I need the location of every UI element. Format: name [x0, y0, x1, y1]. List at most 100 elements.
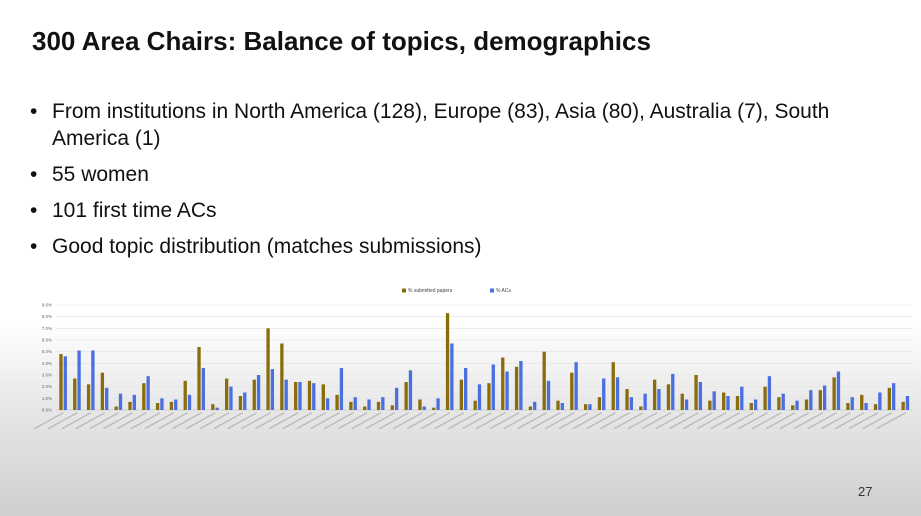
- bar: [887, 387, 892, 410]
- bar: [394, 387, 399, 410]
- bullet-topic-distribution: Good topic distribution (matches submiss…: [30, 233, 890, 260]
- bar: [818, 390, 822, 410]
- bar: [597, 397, 602, 410]
- category-label-blur: [379, 412, 409, 430]
- bar: [105, 387, 109, 410]
- category-label-blur: [696, 412, 727, 430]
- category-label-blur: [186, 412, 216, 430]
- bar: [767, 376, 772, 410]
- category-label-blur: [600, 412, 630, 430]
- bar: [657, 389, 661, 410]
- bar: [615, 377, 620, 410]
- legend-swatch: [402, 288, 406, 293]
- bar: [781, 393, 785, 410]
- bar: [588, 404, 592, 410]
- category-label-blur: [517, 412, 547, 430]
- bar: [501, 357, 505, 410]
- category-label-blur: [48, 412, 78, 430]
- category-label-blur: [476, 412, 506, 430]
- bar: [298, 382, 302, 410]
- bar: [528, 406, 533, 410]
- bar: [128, 401, 132, 410]
- category-label-blur: [545, 412, 575, 430]
- bar: [639, 406, 643, 410]
- category-label-blur: [586, 412, 616, 430]
- bar: [556, 400, 560, 410]
- bar: [864, 403, 868, 410]
- bar: [404, 382, 408, 410]
- bar: [873, 404, 878, 410]
- category-label-blur: [351, 412, 382, 430]
- bar: [229, 386, 233, 410]
- bar: [294, 382, 298, 410]
- y-tick-label: 8.0%: [42, 314, 52, 319]
- bar: [487, 383, 491, 410]
- bar: [574, 362, 578, 410]
- category-label-blur: [531, 412, 561, 430]
- bar: [418, 399, 422, 410]
- bar: [432, 407, 436, 410]
- bar: [381, 397, 385, 410]
- bar: [142, 383, 146, 410]
- page-number: 27: [858, 484, 873, 499]
- bar: [390, 405, 394, 410]
- category-label-blur: [765, 412, 796, 430]
- category-label-blur: [655, 412, 685, 430]
- category-label-blur: [241, 412, 271, 430]
- bar: [63, 356, 67, 410]
- bar: [505, 371, 509, 410]
- category-label-blur: [807, 412, 837, 430]
- bar: [860, 394, 864, 410]
- bar: [160, 398, 164, 410]
- bar: [795, 400, 799, 410]
- bar: [514, 366, 519, 410]
- slide-title: 300 Area Chairs: Balance of topics, demo…: [32, 26, 651, 56]
- bar: [822, 385, 827, 410]
- category-label-blur: [614, 412, 644, 430]
- y-tick-label: 1.0%: [42, 396, 52, 401]
- bar: [445, 313, 450, 410]
- bar: [211, 404, 215, 410]
- bar: [583, 404, 588, 410]
- bar: [901, 401, 905, 410]
- bar: [652, 379, 657, 410]
- category-label-blur: [61, 412, 92, 430]
- category-label-blur: [572, 412, 603, 430]
- category-label-blur: [365, 412, 395, 430]
- category-label-blur: [144, 412, 175, 430]
- bar: [694, 375, 698, 410]
- bar: [878, 392, 882, 410]
- category-label-blur: [310, 412, 340, 430]
- bar: [546, 380, 551, 410]
- bar: [684, 399, 689, 410]
- bar: [832, 377, 836, 410]
- category-label-blur: [489, 412, 520, 430]
- category-label-blur: [434, 412, 464, 430]
- category-label-blur: [103, 412, 133, 430]
- bullet-institutions: From institutions in North America (128)…: [30, 98, 890, 152]
- category-label-blur: [420, 412, 451, 430]
- bar: [280, 343, 284, 410]
- category-label-blur: [834, 412, 865, 430]
- bar: [763, 386, 767, 410]
- bar: [519, 361, 523, 410]
- category-label-blur: [627, 412, 658, 430]
- category-label-blur: [75, 412, 106, 430]
- category-label-blur: [213, 412, 244, 430]
- y-tick-label: 0.0%: [42, 408, 52, 413]
- bar: [846, 403, 850, 410]
- category-label-blur: [793, 412, 823, 430]
- legend-label: % ACs: [496, 288, 512, 294]
- bar: [749, 403, 753, 410]
- bar: [905, 396, 910, 410]
- bar: [146, 376, 150, 410]
- category-label-blur: [227, 412, 257, 430]
- bar: [118, 393, 123, 410]
- bar: [252, 379, 256, 410]
- category-label-blur: [862, 412, 892, 430]
- category-label-blur: [462, 412, 492, 430]
- y-tick-label: 5.0%: [42, 349, 52, 354]
- category-label-blur: [848, 412, 879, 430]
- bar: [266, 328, 270, 410]
- bar: [464, 368, 468, 410]
